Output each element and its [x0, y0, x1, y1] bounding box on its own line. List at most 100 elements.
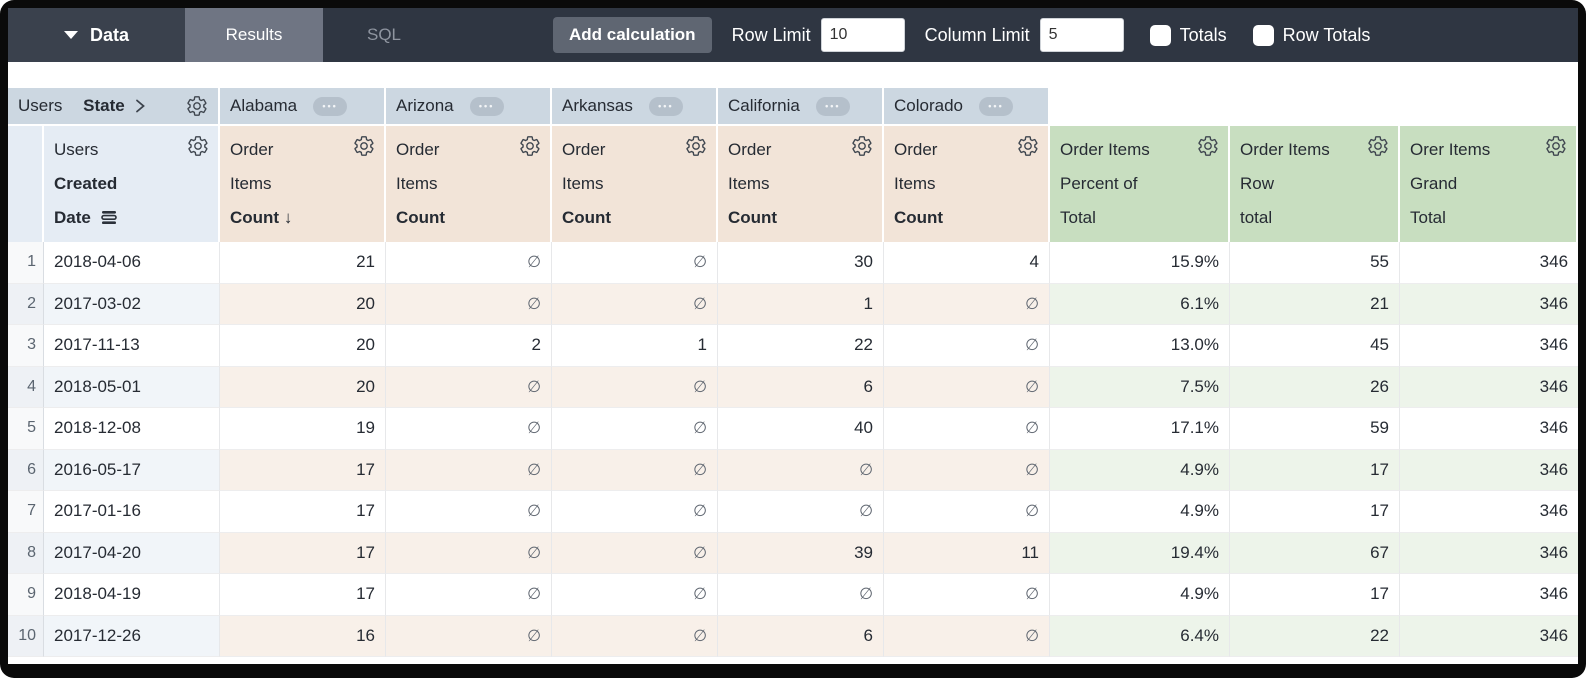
row-limit-input[interactable] [820, 18, 905, 52]
date-granularity-icon[interactable] [100, 210, 118, 225]
count-cell-california[interactable]: 6 [718, 615, 884, 657]
count-cell-california[interactable]: 40 [718, 408, 884, 450]
count-cell-arkansas[interactable]: ∅ [552, 366, 718, 408]
dimension-header-users-created-date[interactable]: Users Created Date [44, 126, 220, 242]
count-cell-colorado[interactable]: ∅ [884, 283, 1050, 325]
row-total-cell[interactable]: 21 [1230, 283, 1400, 325]
count-cell-california[interactable]: ∅ [718, 491, 884, 533]
date-cell[interactable]: 2018-04-19 [44, 574, 220, 616]
more-options-button[interactable]: ••• [313, 96, 348, 116]
grand-total-cell[interactable]: 346 [1400, 491, 1578, 533]
percent-of-total-cell[interactable]: 15.9% [1050, 242, 1230, 284]
date-cell[interactable]: 2018-05-01 [44, 366, 220, 408]
measure-header-count-colorado[interactable]: Order Items Count [884, 126, 1050, 242]
count-cell-arizona[interactable]: ∅ [386, 532, 552, 574]
count-cell-arkansas[interactable]: ∅ [552, 532, 718, 574]
row-total-cell[interactable]: 55 [1230, 242, 1400, 284]
count-cell-colorado[interactable]: ∅ [884, 408, 1050, 450]
pivot-value-alabama[interactable]: Alabama ••• [220, 88, 386, 126]
row-total-cell[interactable]: 67 [1230, 532, 1400, 574]
grand-total-cell[interactable]: 346 [1400, 449, 1578, 491]
gear-icon[interactable] [1017, 135, 1039, 157]
count-cell-california[interactable]: 39 [718, 532, 884, 574]
gear-icon[interactable] [1367, 135, 1389, 157]
count-cell-colorado[interactable]: ∅ [884, 615, 1050, 657]
count-cell-colorado[interactable]: ∅ [884, 574, 1050, 616]
date-cell[interactable]: 2018-12-08 [44, 408, 220, 450]
data-section-toggle[interactable]: Data [8, 8, 185, 62]
row-total-cell[interactable]: 59 [1230, 408, 1400, 450]
percent-of-total-cell[interactable]: 4.9% [1050, 491, 1230, 533]
count-cell-arizona[interactable]: ∅ [386, 408, 552, 450]
more-options-button[interactable]: ••• [815, 96, 850, 116]
gear-icon[interactable] [519, 135, 541, 157]
percent-of-total-cell[interactable]: 13.0% [1050, 325, 1230, 367]
percent-of-total-cell[interactable]: 6.4% [1050, 615, 1230, 657]
calc-header-grand-total[interactable]: Orer Items Grand Total [1400, 126, 1578, 242]
percent-of-total-cell[interactable]: 4.9% [1050, 574, 1230, 616]
count-cell-arizona[interactable]: ∅ [386, 615, 552, 657]
grand-total-cell[interactable]: 346 [1400, 283, 1578, 325]
count-cell-arkansas[interactable]: ∅ [552, 449, 718, 491]
grand-total-cell[interactable]: 346 [1400, 615, 1578, 657]
pivot-value-arkansas[interactable]: Arkansas ••• [552, 88, 718, 126]
totals-checkbox[interactable] [1149, 24, 1171, 46]
grand-total-cell[interactable]: 346 [1400, 366, 1578, 408]
count-cell-alabama[interactable]: 20 [220, 283, 386, 325]
count-cell-arizona[interactable]: ∅ [386, 449, 552, 491]
count-cell-california[interactable]: ∅ [718, 574, 884, 616]
gear-icon[interactable] [186, 95, 208, 117]
count-cell-colorado[interactable]: ∅ [884, 325, 1050, 367]
count-cell-arizona[interactable]: 2 [386, 325, 552, 367]
calc-header-percent-of-total[interactable]: Order Items Percent of Total [1050, 126, 1230, 242]
row-total-cell[interactable]: 17 [1230, 574, 1400, 616]
date-cell[interactable]: 2017-12-26 [44, 615, 220, 657]
pivot-value-arizona[interactable]: Arizona ••• [386, 88, 552, 126]
count-cell-alabama[interactable]: 17 [220, 449, 386, 491]
count-cell-california[interactable]: 22 [718, 325, 884, 367]
count-cell-alabama[interactable]: 21 [220, 242, 386, 284]
measure-header-count-arkansas[interactable]: Order Items Count [552, 126, 718, 242]
sort-descending-icon[interactable]: ↓ [283, 208, 293, 227]
date-cell[interactable]: 2017-11-13 [44, 325, 220, 367]
gear-icon[interactable] [851, 135, 873, 157]
gear-icon[interactable] [1197, 135, 1219, 157]
date-cell[interactable]: 2017-01-16 [44, 491, 220, 533]
gear-icon[interactable] [685, 135, 707, 157]
percent-of-total-cell[interactable]: 7.5% [1050, 366, 1230, 408]
percent-of-total-cell[interactable]: 19.4% [1050, 532, 1230, 574]
row-total-cell[interactable]: 17 [1230, 449, 1400, 491]
grand-total-cell[interactable]: 346 [1400, 325, 1578, 367]
count-cell-california[interactable]: 30 [718, 242, 884, 284]
count-cell-arkansas[interactable]: ∅ [552, 574, 718, 616]
gear-icon[interactable] [353, 135, 375, 157]
count-cell-california[interactable]: 1 [718, 283, 884, 325]
date-cell[interactable]: 2017-03-02 [44, 283, 220, 325]
date-cell[interactable]: 2017-04-20 [44, 532, 220, 574]
grand-total-cell[interactable]: 346 [1400, 574, 1578, 616]
grand-total-cell[interactable]: 346 [1400, 532, 1578, 574]
count-cell-arizona[interactable]: ∅ [386, 283, 552, 325]
count-cell-arizona[interactable]: ∅ [386, 574, 552, 616]
tab-sql[interactable]: SQL [366, 25, 402, 44]
gear-icon[interactable] [187, 135, 209, 157]
count-cell-alabama[interactable]: 17 [220, 532, 386, 574]
row-total-cell[interactable]: 26 [1230, 366, 1400, 408]
gear-icon[interactable] [1545, 135, 1567, 157]
tab-results[interactable]: Results [185, 8, 323, 62]
count-cell-arizona[interactable]: ∅ [386, 242, 552, 284]
count-cell-arkansas[interactable]: ∅ [552, 615, 718, 657]
percent-of-total-cell[interactable]: 6.1% [1050, 283, 1230, 325]
add-calculation-button[interactable]: Add calculation [553, 17, 712, 53]
measure-header-count-arizona[interactable]: Order Items Count [386, 126, 552, 242]
count-cell-colorado[interactable]: ∅ [884, 449, 1050, 491]
pivot-dimension-header[interactable]: Users State [8, 88, 220, 126]
count-cell-alabama[interactable]: 19 [220, 408, 386, 450]
more-options-button[interactable]: ••• [648, 96, 683, 116]
date-cell[interactable]: 2016-05-17 [44, 449, 220, 491]
calc-header-row-total[interactable]: Order Items Row total [1230, 126, 1400, 242]
count-cell-colorado[interactable]: 4 [884, 242, 1050, 284]
pivot-value-colorado[interactable]: Colorado ••• [884, 88, 1050, 126]
count-cell-arkansas[interactable]: 1 [552, 325, 718, 367]
row-total-cell[interactable]: 45 [1230, 325, 1400, 367]
